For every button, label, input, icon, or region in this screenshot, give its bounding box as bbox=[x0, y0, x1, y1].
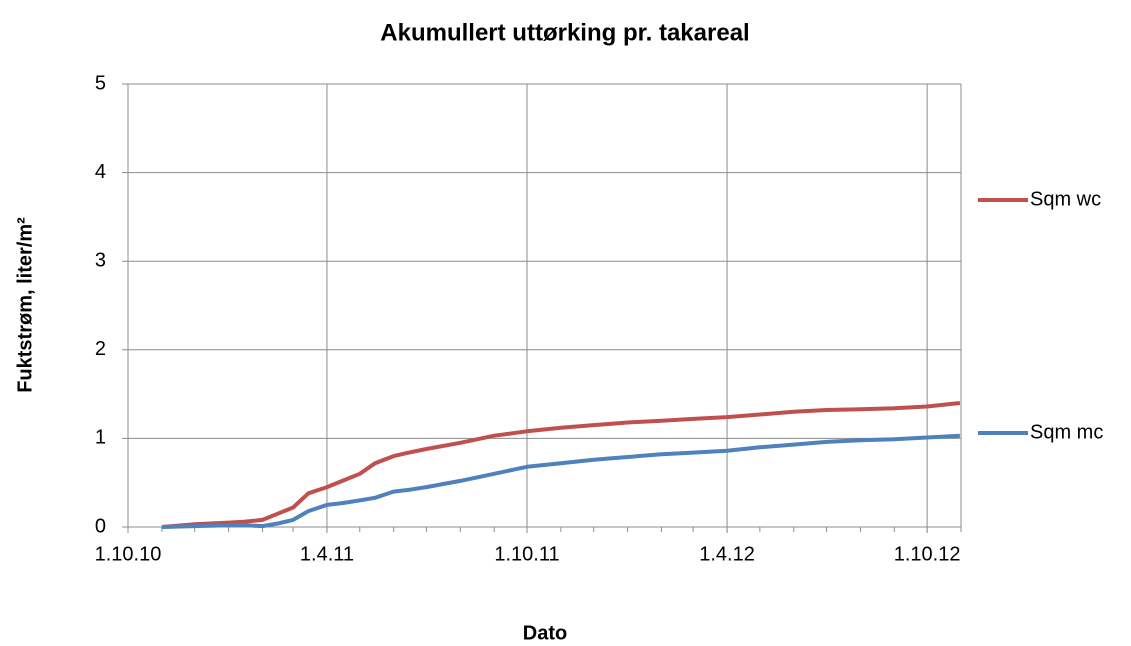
x-tick-label: 1.10.12 bbox=[894, 543, 961, 565]
y-axis-label: Fuktstrøm, liter/m² bbox=[14, 217, 36, 393]
x-tick-label: 1.4.11 bbox=[300, 543, 354, 565]
x-tick-label: 1.10.11 bbox=[494, 543, 559, 565]
series-line bbox=[161, 401, 961, 529]
legend-label: Sqm wc bbox=[1030, 188, 1101, 210]
y-tick-label: 3 bbox=[95, 249, 106, 271]
y-tick-label: 2 bbox=[95, 338, 106, 360]
x-tick-label: 1.4.12 bbox=[699, 543, 755, 565]
legend-label: Sqm mc bbox=[1030, 421, 1103, 443]
x-tick-label: 1.10.10 bbox=[95, 543, 162, 565]
y-tick-label: 1 bbox=[95, 427, 106, 449]
chart-title: Akumullert uttørking pr. takareal bbox=[380, 19, 749, 46]
y-tick-label: 4 bbox=[95, 161, 106, 183]
x-axis-label: Dato bbox=[523, 622, 567, 644]
series-line bbox=[161, 433, 961, 529]
y-tick-label: 5 bbox=[95, 72, 106, 94]
y-tick-label: 0 bbox=[95, 515, 106, 537]
